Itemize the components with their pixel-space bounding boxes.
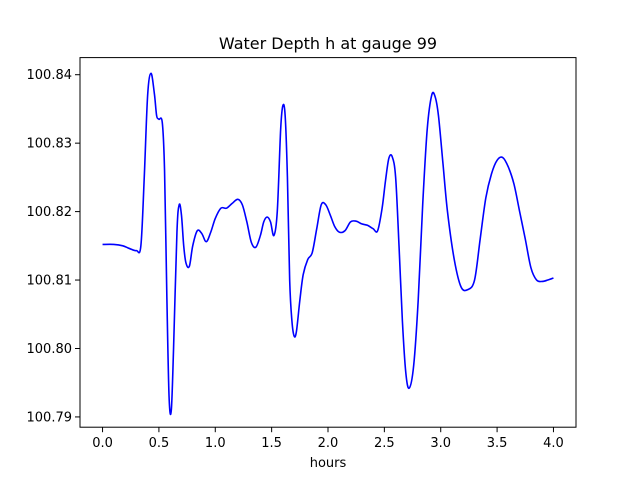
plot-area [102, 72, 554, 416]
y-tick-label: 100.82 [27, 205, 73, 220]
x-tick-label: 1.5 [261, 436, 282, 451]
x-axis-label: hours [310, 456, 347, 471]
x-tick-label: 2.0 [318, 436, 339, 451]
chart-title: Water Depth h at gauge 99 [219, 34, 437, 53]
y-tick-label: 100.81 [27, 274, 73, 289]
x-tick-label: 1.0 [205, 436, 226, 451]
x-tick-label: 0.5 [149, 436, 170, 451]
x-tick-label: 0.0 [92, 436, 113, 451]
y-tick-label: 100.84 [27, 68, 73, 83]
y-tick-label: 100.80 [27, 342, 73, 357]
x-tick-label: 3.5 [487, 436, 508, 451]
series-line-0 [102, 72, 554, 416]
y-tick-label: 100.79 [27, 410, 73, 425]
axis-ticks: 0.0 0.5 1.0 1.5 2.0 2.5 3.0 3.5 4.0 100.79 100.80 1… [27, 68, 564, 451]
x-tick-label: 4.0 [543, 436, 564, 451]
y-tick-label: 100.83 [27, 137, 73, 152]
x-tick-label: 3.0 [430, 436, 451, 451]
x-tick-label: 2.5 [374, 436, 395, 451]
